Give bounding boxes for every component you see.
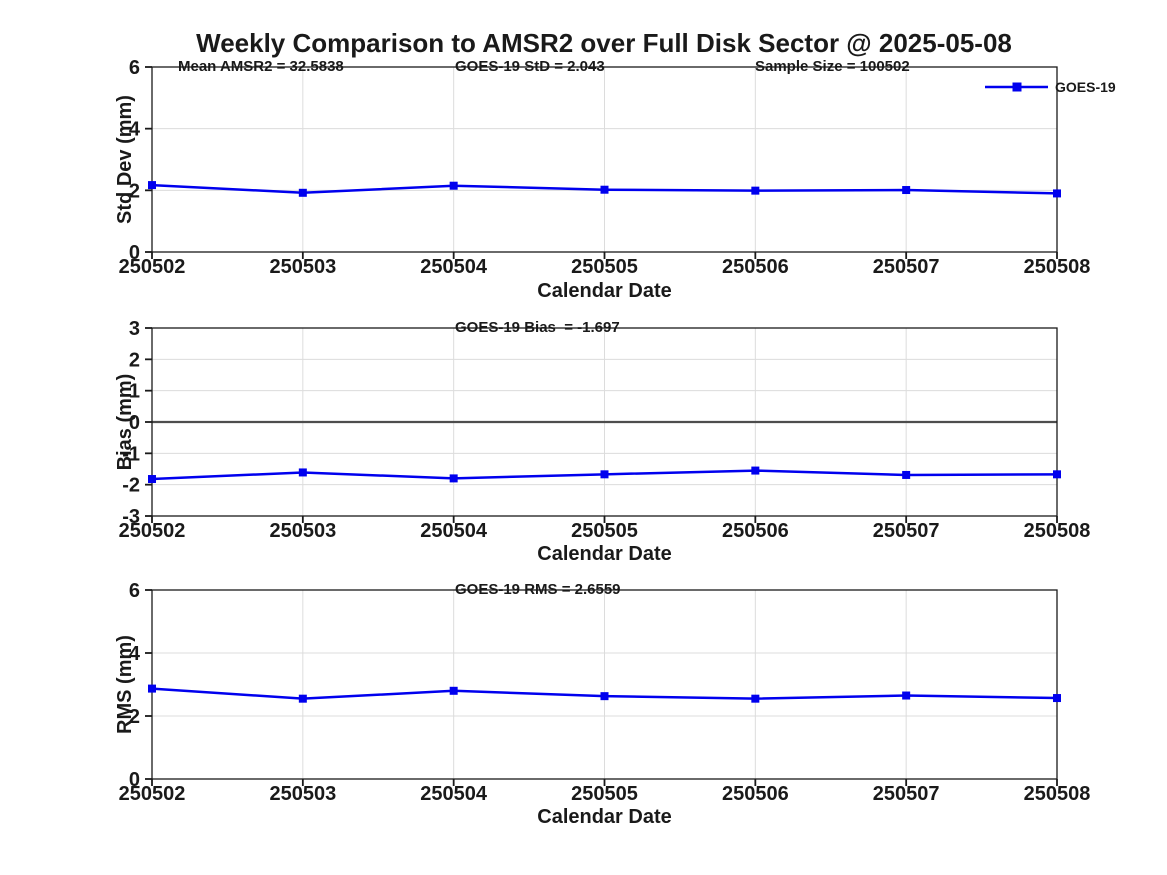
data-point-marker (148, 181, 156, 190)
axes-std-dev: 250502 250503 250504 250505 250506 250507 2505… (119, 57, 1091, 278)
y-tick-label: 1 (129, 381, 140, 403)
x-tick-label: 250506 (722, 783, 789, 805)
x-tick-label: 250508 (1024, 256, 1091, 278)
data-point-marker (902, 691, 911, 700)
data-point-marker (600, 470, 609, 479)
x-tick-label: 250506 (722, 256, 789, 278)
annotation-goes19-rms: GOES-19 RMS = 2.6559 (455, 581, 621, 598)
data-point-marker (298, 468, 307, 477)
data-point-marker (751, 466, 760, 475)
y-tick-label: 6 (129, 57, 140, 79)
data-point-marker (449, 181, 458, 190)
x-tick-label: 250502 (119, 783, 186, 805)
x-tick-label: 250504 (420, 783, 488, 805)
data-point-marker (449, 686, 458, 695)
x-tick-label: 250505 (571, 256, 638, 278)
legend: GOES-19 (985, 79, 1116, 95)
y-axis-label-rms: RMS (mm) (114, 635, 136, 734)
y-tick-label: 2 (129, 180, 140, 202)
generated-chart-layers: 250502 250503 250504 250505 250506 250507 2505… (119, 57, 1091, 805)
annotation-mean-amsr2: Mean AMSR2 = 32.5838 (178, 58, 344, 75)
y-tick-label: 4 (129, 119, 141, 141)
x-tick-label: 250505 (571, 783, 638, 805)
y-tick-label: -1 (122, 443, 140, 465)
y-tick-label: 0 (129, 242, 140, 264)
axes-rms: 250502 250503 250504 250505 250506 250507 2505… (119, 580, 1091, 805)
x-tick-label: 250503 (269, 783, 336, 805)
x-tick-label: 250508 (1024, 783, 1091, 805)
axes-bias: 250502 250503 250504 250505 250506 250507 2505… (119, 318, 1091, 542)
y-tick-label: -3 (122, 506, 140, 528)
annotation-goes19-bias: GOES-19 Bias = -1.697 (455, 319, 620, 336)
y-axis-label-std-dev: Std Dev (mm) (114, 95, 136, 224)
data-point-marker (148, 475, 156, 484)
x-axis-label-std-dev: Calendar Date (537, 280, 672, 302)
data-point-marker (902, 470, 911, 479)
data-point-marker (902, 186, 911, 195)
y-tick-label: 3 (129, 318, 140, 340)
x-tick-label: 250507 (873, 520, 940, 542)
data-point-marker (148, 684, 156, 693)
x-tick-label: 250502 (119, 256, 186, 278)
data-point-marker (600, 185, 609, 194)
data-point-marker (751, 694, 760, 703)
legend-marker (1012, 82, 1022, 92)
x-axis-label-rms: Calendar Date (537, 806, 672, 828)
x-tick-label: 250508 (1024, 520, 1091, 542)
data-point-marker (298, 694, 307, 703)
y-tick-label: 0 (129, 412, 140, 434)
data-point-marker (1053, 470, 1061, 479)
data-point-marker (751, 186, 760, 195)
x-tick-label: 250505 (571, 520, 638, 542)
x-tick-label: 250507 (873, 783, 940, 805)
y-axis-label-bias: Bias (mm) (114, 374, 136, 471)
annotation-sample-size: Sample Size = 100502 (755, 58, 910, 75)
data-point-marker (600, 692, 609, 701)
x-tick-label: 250504 (420, 256, 488, 278)
x-axis-label-bias: Calendar Date (537, 543, 672, 565)
y-tick-label: 2 (129, 349, 140, 371)
data-point-marker (449, 474, 458, 483)
x-tick-label: 250503 (269, 520, 336, 542)
chart-title: Weekly Comparison to AMSR2 over Full Dis… (196, 28, 1012, 58)
x-tick-label: 250507 (873, 256, 940, 278)
annotation-goes19-std: GOES-19 StD = 2.043 (455, 58, 605, 75)
legend-label: GOES-19 (1055, 79, 1116, 95)
y-tick-label: 2 (129, 706, 140, 728)
y-tick-label: 4 (129, 643, 141, 665)
data-point-marker (1053, 694, 1061, 703)
x-tick-label: 250503 (269, 256, 336, 278)
data-point-marker (1053, 189, 1061, 198)
x-tick-label: 250506 (722, 520, 789, 542)
x-tick-label: 250504 (420, 520, 488, 542)
y-tick-label: 0 (129, 769, 140, 791)
y-tick-label: -2 (122, 475, 140, 497)
x-tick-label: 250502 (119, 520, 186, 542)
y-tick-label: 6 (129, 580, 140, 602)
data-point-marker (298, 188, 307, 197)
